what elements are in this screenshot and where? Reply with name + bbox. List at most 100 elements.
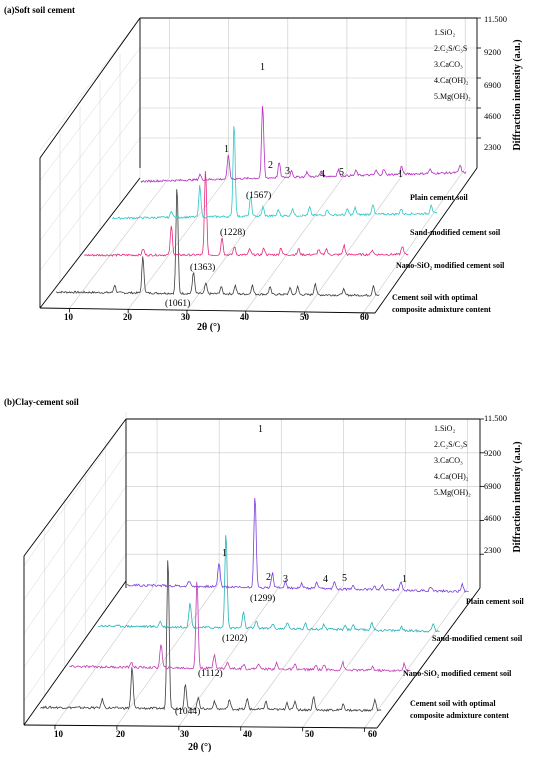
x-tick-label: 50	[300, 312, 310, 322]
legend-entry: 5.Mg(OH)₂	[434, 92, 471, 101]
grid-line-floor	[178, 583, 282, 727]
panel-a-axes	[39, 17, 481, 317]
series-label: Cement soil with optimal composite admix…	[392, 293, 491, 314]
series-label-line: composite admixture content	[410, 711, 509, 720]
grid-line-floor	[364, 587, 468, 729]
y-tick-label: 4600	[484, 111, 501, 121]
y-tick-label: 9200	[484, 448, 501, 458]
peak-value-label: (1228)	[220, 227, 245, 238]
legend-entry: 3.CaCO₃	[434, 456, 463, 465]
legend-entry: 2.C₂S/C₃S	[434, 44, 467, 53]
x-axis	[39, 307, 376, 314]
grid-line-side	[39, 77, 141, 211]
legend-entry: 4.Ca(OH)₂	[434, 472, 469, 481]
legend-entry: 4.Ca(OH)₂	[434, 76, 469, 85]
peak-marker: 1	[222, 548, 227, 559]
panel-b-x-tick-labels: 10 20 30 40 50 60	[54, 729, 378, 739]
grid-line-side	[39, 137, 141, 271]
grid-line-side	[23, 418, 127, 567]
series-line	[55, 189, 380, 297]
panel-b-y-tick-labels: 11.500 9200 6900 4600 2300	[484, 413, 507, 555]
panel-a-peak-markers: 1 1 2 3 4 5 1	[224, 62, 403, 180]
y-tick-label: 6900	[484, 80, 501, 90]
peak-marker: 1	[258, 424, 263, 435]
x-tick-label: 30	[181, 312, 191, 322]
peak-marker: 2	[266, 572, 271, 583]
panel-b-x-axis-label: 2θ (°)	[188, 742, 211, 753]
grid-line-side	[23, 486, 127, 634]
panel-a-y-axis-label: Diffraction intensity (a.u.)	[512, 39, 523, 150]
panel-a-title: (a)Soft soil cement	[4, 5, 75, 15]
x-tick-label: 50	[305, 729, 315, 739]
x-tick-label: 40	[243, 729, 253, 739]
grid-line-side	[39, 107, 141, 241]
peak-marker: 1	[402, 574, 407, 585]
series-label-line: composite admixture content	[392, 305, 491, 314]
grid-line-floor	[186, 173, 289, 311]
panel-a-x-axis-label: 2θ (°)	[197, 322, 220, 333]
x-tick-label: 30	[180, 729, 190, 739]
panel-b-peak-markers: 1 1 2 3 4 5 1	[222, 424, 407, 585]
series-line	[112, 126, 438, 220]
panel-a-x-tick-labels: 10 20 30 40 50 60	[64, 312, 370, 322]
grid-line-floor	[69, 176, 170, 309]
left-wall-top	[39, 17, 141, 159]
series-line	[83, 170, 409, 257]
depth-axis-right	[376, 587, 481, 729]
peak-marker: 4	[323, 574, 328, 585]
grid-line-floor	[116, 582, 220, 726]
panel-a-legend: 1.SiO₂ 2.C₂S/C₃S 3.CaCO₃ 4.Ca(OH)₂ 5.Mg(…	[434, 28, 471, 101]
peak-marker: 4	[320, 169, 325, 180]
series-line	[140, 105, 467, 183]
grid-line-floor	[245, 171, 348, 312]
panel-a-peak-values: (1567) (1228) (1363) (1061)	[165, 190, 271, 309]
series-label-line: Cement soil with optimal	[392, 293, 478, 302]
panel-a: (a)Soft soil cement 11.500 9200 6900 460…	[4, 5, 523, 333]
panel-b-series-labels: Plain cement soil Sand-modified cement s…	[403, 597, 525, 720]
y-tick-label: 9200	[484, 47, 501, 57]
depth-axis-right	[374, 167, 478, 314]
panel-b-legend: 1.SiO₂ 2.C₂S/C₃S 3.CaCO₃ 4.Ca(OH)₂ 5.Mg(…	[434, 424, 471, 497]
grid-line-floor	[240, 585, 344, 728]
grid-line-floor	[363, 168, 466, 313]
panel-a-series-labels: Plain cement soil Sand-modified cement s…	[392, 193, 505, 314]
depth-axis-left	[23, 580, 127, 726]
x-tick-label: 60	[368, 729, 378, 739]
series-label: Cement soil with optimal composite admix…	[410, 699, 509, 720]
y-tick-label: 6900	[484, 481, 501, 491]
x-tick-label: 10	[54, 729, 64, 739]
y-tick-label: 11.500	[484, 413, 507, 423]
peak-marker: 3	[283, 574, 288, 585]
series-label: Nano-SiO₂ modified cement soil	[403, 669, 512, 678]
left-wall-top	[23, 418, 127, 557]
peak-value-label: (1112)	[198, 668, 223, 679]
legend-entry: 3.CaCO₃	[434, 60, 463, 69]
peak-marker: 1	[260, 62, 265, 73]
series-label: Sand-modified cement soil	[432, 634, 523, 643]
series-label: Plain cement soil	[466, 597, 525, 606]
peak-marker: 1	[224, 144, 229, 155]
series-line	[97, 535, 440, 633]
y-tick-label: 4600	[484, 513, 501, 523]
peak-marker: 2	[268, 160, 273, 171]
x-tick-label: 20	[116, 729, 126, 739]
x-tick-label: 10	[64, 312, 74, 322]
x-tick-label: 20	[123, 312, 133, 322]
grid-line-side	[39, 47, 141, 181]
peak-value-label: (1299)	[250, 593, 275, 604]
panel-a-y-tick-labels: 11.500 9200 6900 4600 2300	[484, 14, 507, 152]
peak-marker: 1	[398, 169, 403, 180]
y-tick-label: 2300	[484, 142, 501, 152]
x-axis	[23, 724, 378, 729]
grid-line-side	[39, 17, 141, 151]
peak-value-label: (1061)	[165, 298, 190, 309]
legend-entry: 2.C₂S/C₃S	[434, 440, 467, 449]
peak-value-label: (1202)	[222, 633, 247, 644]
series-line	[126, 498, 469, 593]
series-line	[69, 581, 411, 673]
peak-marker: 3	[285, 166, 290, 177]
panel-b-y-axis-label: Diffraction intensity (a.u.)	[512, 441, 523, 552]
x-tick-label: 40	[240, 312, 250, 322]
panel-a-series	[55, 105, 467, 297]
